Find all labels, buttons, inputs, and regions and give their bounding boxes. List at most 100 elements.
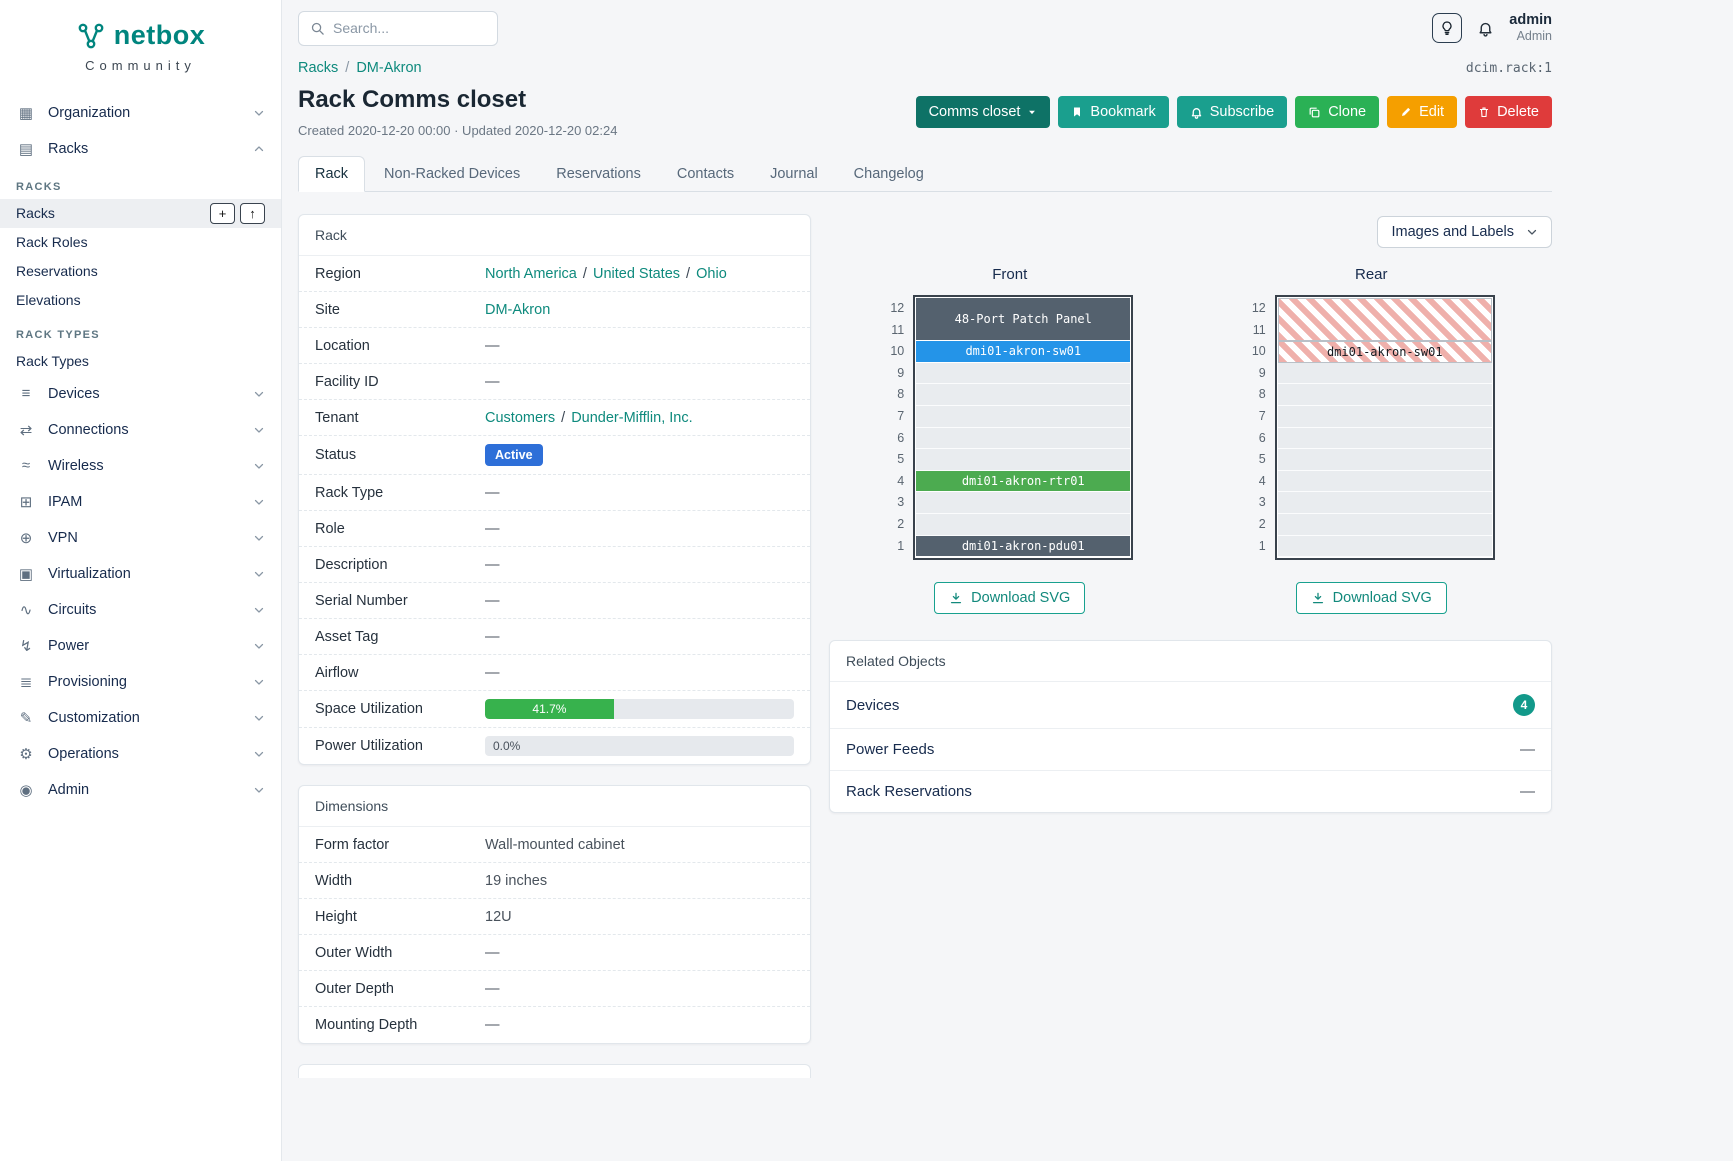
- sidebar-subitem-elevations[interactable]: Elevations: [0, 286, 281, 315]
- sidebar-item-circuits[interactable]: ∿ Circuits: [0, 592, 281, 628]
- sidebar-item-operations[interactable]: ⚙ Operations: [0, 736, 281, 772]
- page-header: Rack Comms closet Created 2020-12-20 00:…: [298, 86, 1552, 138]
- import-button[interactable]: ↑: [240, 202, 265, 224]
- empty-slot-u2[interactable]: [916, 513, 1131, 536]
- chevron-down-icon: [253, 460, 265, 472]
- brand-home-link[interactable]: netbox: [76, 20, 206, 51]
- empty-slot-u8[interactable]: [1277, 384, 1492, 406]
- link-ohio[interactable]: Ohio: [696, 265, 727, 282]
- edit-button[interactable]: Edit: [1387, 96, 1458, 128]
- elevation-title: Front: [992, 266, 1028, 283]
- empty-slot-u5[interactable]: [916, 449, 1131, 471]
- breadcrumb-separator: /: [345, 60, 350, 76]
- tab-rack[interactable]: Rack: [298, 156, 366, 192]
- empty-slot-u2[interactable]: [1277, 513, 1492, 536]
- empty-slot-u1[interactable]: [1277, 535, 1492, 558]
- sidebar-subitem-racks[interactable]: Racks + ↑: [0, 198, 281, 228]
- vpn-icon: ⊕: [19, 529, 33, 547]
- comms-closet-button[interactable]: Comms closet: [915, 96, 1051, 128]
- attr-value-text: —: [485, 664, 500, 681]
- search-box[interactable]: [298, 10, 498, 46]
- empty-slot-u3[interactable]: [916, 492, 1131, 514]
- sidebar-item-racks[interactable]: ▤ Racks: [0, 131, 281, 167]
- sidebar-subitem-label: Rack Roles: [16, 234, 88, 250]
- device-dmi01-akron-pdu01[interactable]: dmi01-akron-pdu01: [916, 535, 1131, 558]
- sidebar-item-label: Virtualization: [48, 565, 131, 582]
- empty-slot-u8[interactable]: [916, 384, 1131, 406]
- theme-toggle-button[interactable]: [1432, 13, 1463, 43]
- link-north-america[interactable]: North America: [485, 265, 577, 282]
- user-menu[interactable]: admin Admin: [1509, 11, 1552, 45]
- link-dm-akron[interactable]: DM-Akron: [485, 301, 551, 318]
- search-icon: [310, 21, 325, 36]
- add-button[interactable]: +: [210, 202, 235, 224]
- sidebar-item-label: IPAM: [48, 493, 83, 510]
- tab-non-racked-devices[interactable]: Non-Racked Devices: [367, 156, 537, 192]
- sidebar-item-provisioning[interactable]: ≣ Provisioning: [0, 664, 281, 700]
- sidebar-item-admin[interactable]: ◉ Admin: [0, 772, 281, 808]
- empty-slot-u5[interactable]: [1277, 449, 1492, 471]
- breadcrumb-link-dm-akron[interactable]: DM-Akron: [356, 60, 422, 76]
- tab-changelog[interactable]: Changelog: [837, 156, 941, 192]
- device-dmi01-akron-sw01[interactable]: dmi01-akron-sw01: [1277, 341, 1492, 363]
- sidebar-item-connections[interactable]: ⇄ Connections: [0, 412, 281, 448]
- related-row-devices[interactable]: Devices 4: [830, 682, 1551, 730]
- device-dmi01-akron-rtr01[interactable]: dmi01-akron-rtr01: [916, 470, 1131, 493]
- subscribe-button[interactable]: Subscribe: [1176, 96, 1288, 128]
- device-dmi01-akron-sw01[interactable]: dmi01-akron-sw01: [916, 341, 1131, 363]
- related-row-power-feeds[interactable]: Power Feeds —: [830, 729, 1551, 772]
- empty-slot-u7[interactable]: [916, 405, 1131, 428]
- sidebar-subitem-rack-types[interactable]: Rack Types: [0, 347, 281, 376]
- attr-label: Form factor: [315, 836, 390, 853]
- link-dunder-mifflin-inc[interactable]: Dunder-Mifflin, Inc.: [571, 409, 693, 426]
- notifications-bell-icon[interactable]: [1477, 20, 1494, 37]
- tab-reservations[interactable]: Reservations: [539, 156, 658, 192]
- attr-label: Region: [315, 265, 361, 282]
- sidebar-item-ipam[interactable]: ⊞ IPAM: [0, 484, 281, 520]
- tab-contacts[interactable]: Contacts: [660, 156, 751, 192]
- unit-numbers: 12 11 10 9 8 7 6 5 4 3 2 1: [886, 295, 904, 557]
- empty-slot-u9[interactable]: [1277, 362, 1492, 385]
- empty-slot-u9[interactable]: [916, 362, 1131, 385]
- empty-slot-u6[interactable]: [1277, 427, 1492, 450]
- sidebar-item-power[interactable]: ↯ Power: [0, 628, 281, 664]
- sidebar-subitem-reservations[interactable]: Reservations: [0, 257, 281, 286]
- chevron-down-icon: [253, 640, 265, 652]
- empty-slot-u3[interactable]: [1277, 492, 1492, 514]
- link-customers[interactable]: Customers: [485, 409, 556, 426]
- link-united-states[interactable]: United States: [592, 265, 681, 282]
- attr-value: —: [485, 374, 794, 390]
- chevron-down-icon: [253, 784, 265, 796]
- attr-value-text: 19 inches: [485, 872, 548, 889]
- empty-slot-u7[interactable]: [1277, 405, 1492, 428]
- images-and-labels-select[interactable]: Images and Labels: [1377, 216, 1552, 248]
- sidebar-subitem-rack-roles[interactable]: Rack Roles: [0, 228, 281, 257]
- building-icon: ▦: [18, 104, 34, 122]
- rack-panel-title: Rack: [299, 215, 810, 256]
- attr-row-tenant: Tenant Customers / Dunder-Mifflin, Inc.: [299, 400, 810, 436]
- breadcrumb-link-racks[interactable]: Racks: [298, 60, 339, 76]
- related-row-rack-reservations[interactable]: Rack Reservations —: [830, 771, 1551, 812]
- tab-journal[interactable]: Journal: [753, 156, 835, 192]
- separator: /: [682, 265, 695, 282]
- sidebar-item-vpn[interactable]: ⊕ VPN: [0, 520, 281, 556]
- empty-slot-u6[interactable]: [916, 427, 1131, 450]
- device-rear-occupied[interactable]: [1277, 298, 1492, 342]
- download-svg-button[interactable]: Download SVG: [1295, 582, 1447, 615]
- sidebar-item-customization[interactable]: ✎ Customization: [0, 700, 281, 736]
- sidebar-item-organization[interactable]: ▦ Organization: [0, 95, 281, 131]
- attr-row-serial-number: Serial Number —: [299, 583, 810, 619]
- bookmark-button[interactable]: Bookmark: [1058, 96, 1169, 128]
- sidebar-item-devices[interactable]: ≡ Devices: [0, 376, 281, 412]
- clone-button[interactable]: Clone: [1295, 96, 1380, 128]
- download-svg-button[interactable]: Download SVG: [934, 582, 1086, 615]
- attr-value: Wall-mounted cabinet: [485, 837, 794, 853]
- sidebar-item-wireless[interactable]: ≈ Wireless: [0, 448, 281, 484]
- sidebar-item-virtualization[interactable]: ▣ Virtualization: [0, 556, 281, 592]
- images-and-labels-label: Images and Labels: [1391, 224, 1514, 240]
- attr-value-text: —: [485, 484, 500, 501]
- delete-button[interactable]: Delete: [1465, 96, 1552, 128]
- empty-slot-u4[interactable]: [1277, 470, 1492, 493]
- search-input[interactable]: [333, 20, 486, 36]
- device-48-port-patch-panel[interactable]: 48-Port Patch Panel: [916, 298, 1131, 342]
